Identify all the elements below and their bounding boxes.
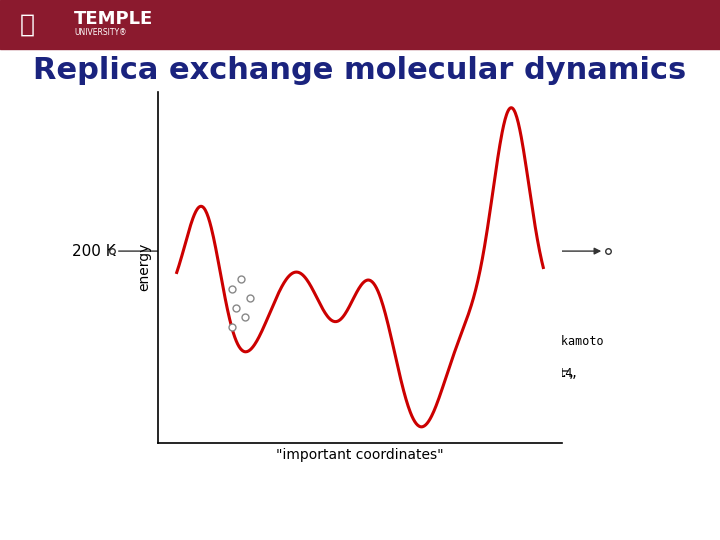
- Text: 200 K: 200 K: [72, 244, 116, 259]
- Text: UNIVERSITY®: UNIVERSITY®: [74, 29, 127, 37]
- Text: 261 (1999): 261 (1999): [454, 400, 525, 413]
- Text: ,: ,: [571, 367, 578, 380]
- Bar: [0, 0, 720, 49]
- X-axis label: "important coordinates": "important coordinates": [276, 448, 444, 462]
- Text: Replica exchange molecular dynamics: Replica exchange molecular dynamics: [33, 56, 687, 85]
- Text: Chem. Phys. Let.,: Chem. Phys. Let.,: [454, 367, 582, 380]
- Text: Ⓣ: Ⓣ: [20, 12, 35, 36]
- Text: Y. Sugita, Y. Okamoto: Y. Sugita, Y. Okamoto: [454, 335, 603, 348]
- Text: 314: 314: [551, 367, 572, 380]
- Text: TEMPLE: TEMPLE: [74, 10, 153, 28]
- Y-axis label: energy: energy: [138, 243, 151, 292]
